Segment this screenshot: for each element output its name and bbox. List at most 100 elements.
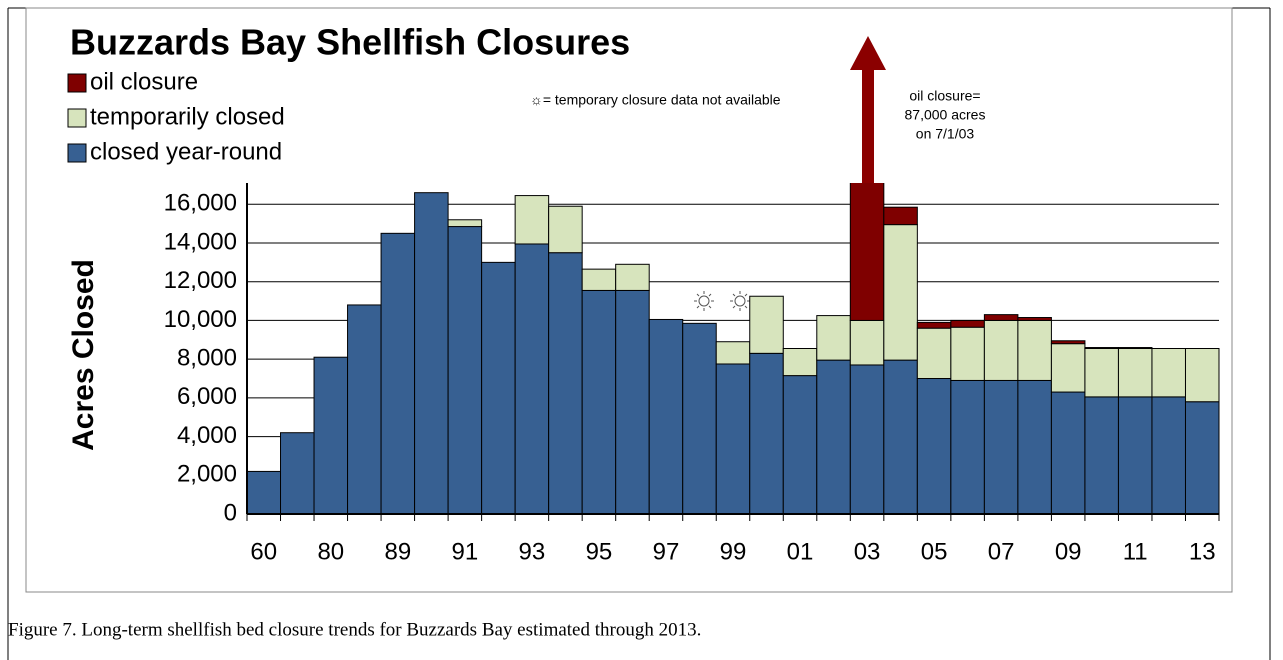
bar-segment [1117, 396, 1153, 515]
arrow [850, 36, 886, 183]
bar-segment [782, 348, 818, 377]
bar-segment [514, 195, 550, 245]
chart-box [25, 7, 1233, 593]
bar-segment [849, 183, 885, 321]
sun-icon [694, 291, 714, 311]
bar-segment [615, 289, 650, 515]
y-tick-label: 6,000 [177, 383, 237, 410]
bar-segment [481, 261, 516, 515]
x-tick-label: 13 [1189, 538, 1216, 565]
legend-swatch [67, 143, 87, 163]
bar-segment [715, 363, 751, 515]
bar-segment [414, 192, 449, 515]
bar-segment [1151, 396, 1186, 515]
x-tick-label: 09 [1055, 538, 1082, 565]
bar-segment [950, 379, 985, 515]
legend-label: closed year-round [90, 138, 282, 165]
bar-segment [749, 295, 784, 354]
bar-segment [916, 378, 952, 515]
bar-segment [581, 268, 617, 291]
bar-segment [548, 252, 583, 515]
y-tick-label: 2,000 [177, 461, 237, 488]
plot [246, 183, 1220, 515]
bar-segment [816, 315, 851, 361]
bar-segment [581, 289, 617, 515]
bar-segment [983, 314, 1019, 321]
note: ☼= temporary closure data not available [530, 92, 781, 108]
x-tick-label: 93 [519, 538, 546, 565]
x-tick-label: 89 [384, 538, 411, 565]
legend-label: temporarily closed [90, 103, 285, 130]
annotation: 87,000 acres [905, 107, 986, 123]
bar-segment [849, 364, 885, 515]
bar-segment [749, 352, 784, 515]
bar-segment [313, 356, 349, 515]
bar-segment [1050, 343, 1086, 393]
bar-segment [782, 375, 818, 515]
bar-segment [916, 321, 952, 329]
bar-segment [615, 263, 650, 291]
x-tick-label: 97 [653, 538, 680, 565]
x-tick-label: 05 [921, 538, 948, 565]
chart-title: Buzzards Bay Shellfish Closures [70, 22, 630, 63]
y-tick-label: 16,000 [164, 190, 237, 217]
caption: Figure 7. Long-term shellfish bed closur… [8, 619, 701, 640]
bar-segment [1017, 317, 1052, 321]
bar-segment [447, 219, 483, 228]
bar-segment [1050, 340, 1086, 345]
x-tick-label: 99 [720, 538, 747, 565]
bar-segment [1017, 319, 1052, 381]
x-tick-label: 60 [250, 538, 277, 565]
bar-segment [849, 319, 885, 366]
bar-segment [1050, 391, 1086, 515]
bar-segment [715, 341, 751, 365]
bar-segment [816, 359, 851, 515]
annotation: on 7/1/03 [916, 126, 975, 142]
bar-segment [983, 379, 1019, 515]
bar-segment [1117, 347, 1153, 350]
x-tick-label: 80 [317, 538, 344, 565]
y-tick-label: 8,000 [177, 344, 237, 371]
annotation: oil closure= [909, 88, 980, 104]
bar-segment [883, 359, 918, 515]
legend-swatch [67, 73, 87, 93]
bar-segment [1084, 348, 1119, 398]
y-axis-label: Acres Closed [67, 259, 100, 451]
bar-segment [447, 226, 483, 515]
x-tick-label: 95 [586, 538, 613, 565]
y-tick-label: 4,000 [177, 422, 237, 449]
x-tick-label: 01 [787, 538, 814, 565]
bar-segment [347, 304, 382, 515]
bar-segment [514, 243, 550, 515]
legend-swatch [67, 108, 87, 128]
bar-segment [883, 206, 918, 226]
bar-segment [983, 319, 1019, 381]
bar-segment [1084, 396, 1119, 515]
bar-segment [648, 318, 684, 515]
bar-segment [950, 326, 985, 381]
bar-segment [246, 470, 282, 515]
bar-segment [1084, 347, 1119, 350]
x-tick-label: 03 [854, 538, 881, 565]
bar-segment [380, 232, 416, 515]
bar-segment [1017, 379, 1052, 515]
sun-icon [730, 291, 750, 311]
y-tick-label: 10,000 [164, 306, 237, 333]
bar-segment [682, 322, 717, 515]
bar-segment [280, 432, 315, 515]
bar-segment [1151, 348, 1186, 398]
y-tick-label: 12,000 [164, 267, 237, 294]
bar-segment [950, 319, 985, 328]
bar-segment [1117, 348, 1153, 398]
y-tick-label: 14,000 [164, 228, 237, 255]
legend-label: oil closure [90, 68, 198, 95]
x-tick-label: 07 [988, 538, 1015, 565]
bar-segment [1184, 348, 1220, 403]
x-tick-label: 91 [452, 538, 479, 565]
x-tick-label: 11 [1123, 538, 1148, 565]
bar-segment [916, 327, 952, 380]
bar-segment [1184, 401, 1220, 515]
bar-segment [883, 224, 918, 361]
